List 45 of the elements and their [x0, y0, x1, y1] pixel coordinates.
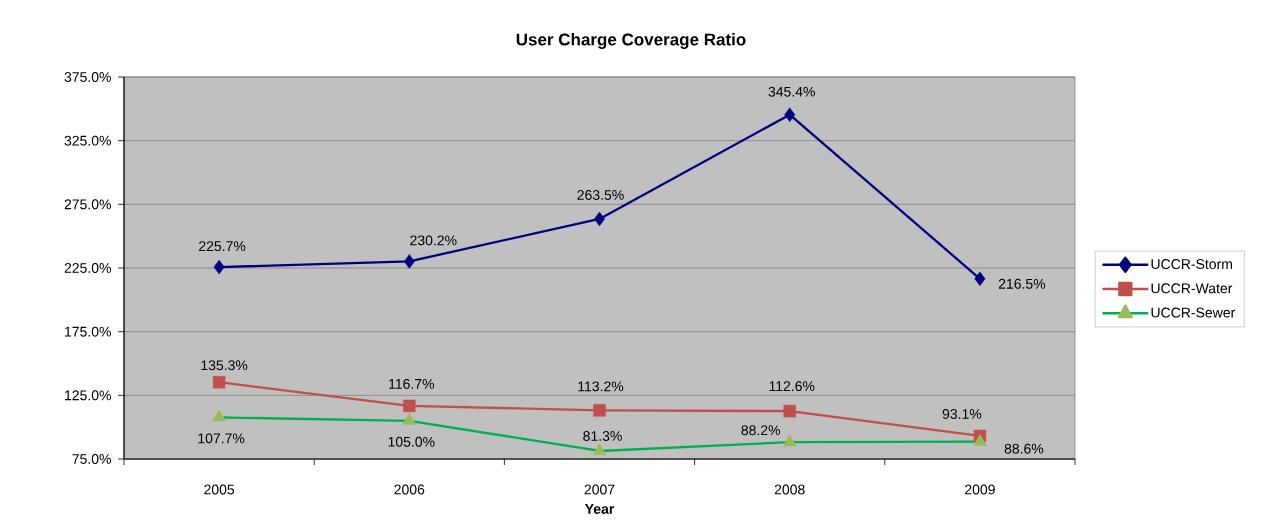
point [783, 434, 797, 447]
point [592, 443, 607, 455]
data-label: 93.1% [942, 408, 982, 419]
data-label: 113.2% [578, 381, 624, 392]
data-label: 116.7% [389, 378, 435, 389]
data-label: 230.2% [410, 235, 457, 246]
point [212, 376, 226, 389]
point [783, 404, 796, 418]
data-label: 112.6% [769, 381, 815, 392]
data-label: 107.7% [198, 433, 245, 444]
data-label: 88.2% [741, 425, 781, 436]
x-tick-label: 2007 [584, 484, 615, 495]
point [784, 107, 796, 122]
y-tick-label: 275.0% [64, 199, 111, 210]
legend-label: UCCR-Water [1151, 283, 1233, 294]
data-label: 81.3% [583, 431, 622, 441]
point [973, 433, 987, 446]
y-tick-label: 125.0% [65, 390, 111, 401]
point [212, 409, 226, 422]
x-tick-label: 2006 [394, 484, 425, 495]
y-tick-label: 375.0% [64, 72, 111, 82]
y-tick-label: 175.0% [65, 326, 111, 337]
y-tick-label: 225.0% [64, 263, 111, 273]
data-label: 216.5% [998, 278, 1046, 289]
data-label: 105.0% [388, 436, 435, 447]
data-label: 135.3% [201, 360, 248, 371]
legend-label: UCCR-Storm [1151, 259, 1232, 270]
data-label: 263.5% [577, 190, 624, 200]
point [974, 271, 986, 287]
x-tick-label: 2005 [204, 484, 235, 495]
chart-title: User Charge Coverage Ratio [516, 33, 746, 49]
data-label: 345.4% [768, 86, 815, 97]
point [402, 413, 416, 425]
y-tick-label: 325.0% [64, 135, 111, 146]
data-label: 88.6% [1004, 443, 1044, 454]
point [403, 254, 415, 269]
x-axis-title: Year [584, 504, 615, 514]
point [403, 399, 416, 413]
point [213, 259, 225, 275]
data-label: 225.7% [199, 241, 246, 252]
x-tick-label: 2008 [774, 484, 805, 495]
y-tick-label: 75.0% [72, 454, 111, 464]
legend-label: UCCR-Sewer [1151, 307, 1236, 318]
x-tick-label: 2009 [965, 484, 995, 495]
point [593, 404, 606, 417]
